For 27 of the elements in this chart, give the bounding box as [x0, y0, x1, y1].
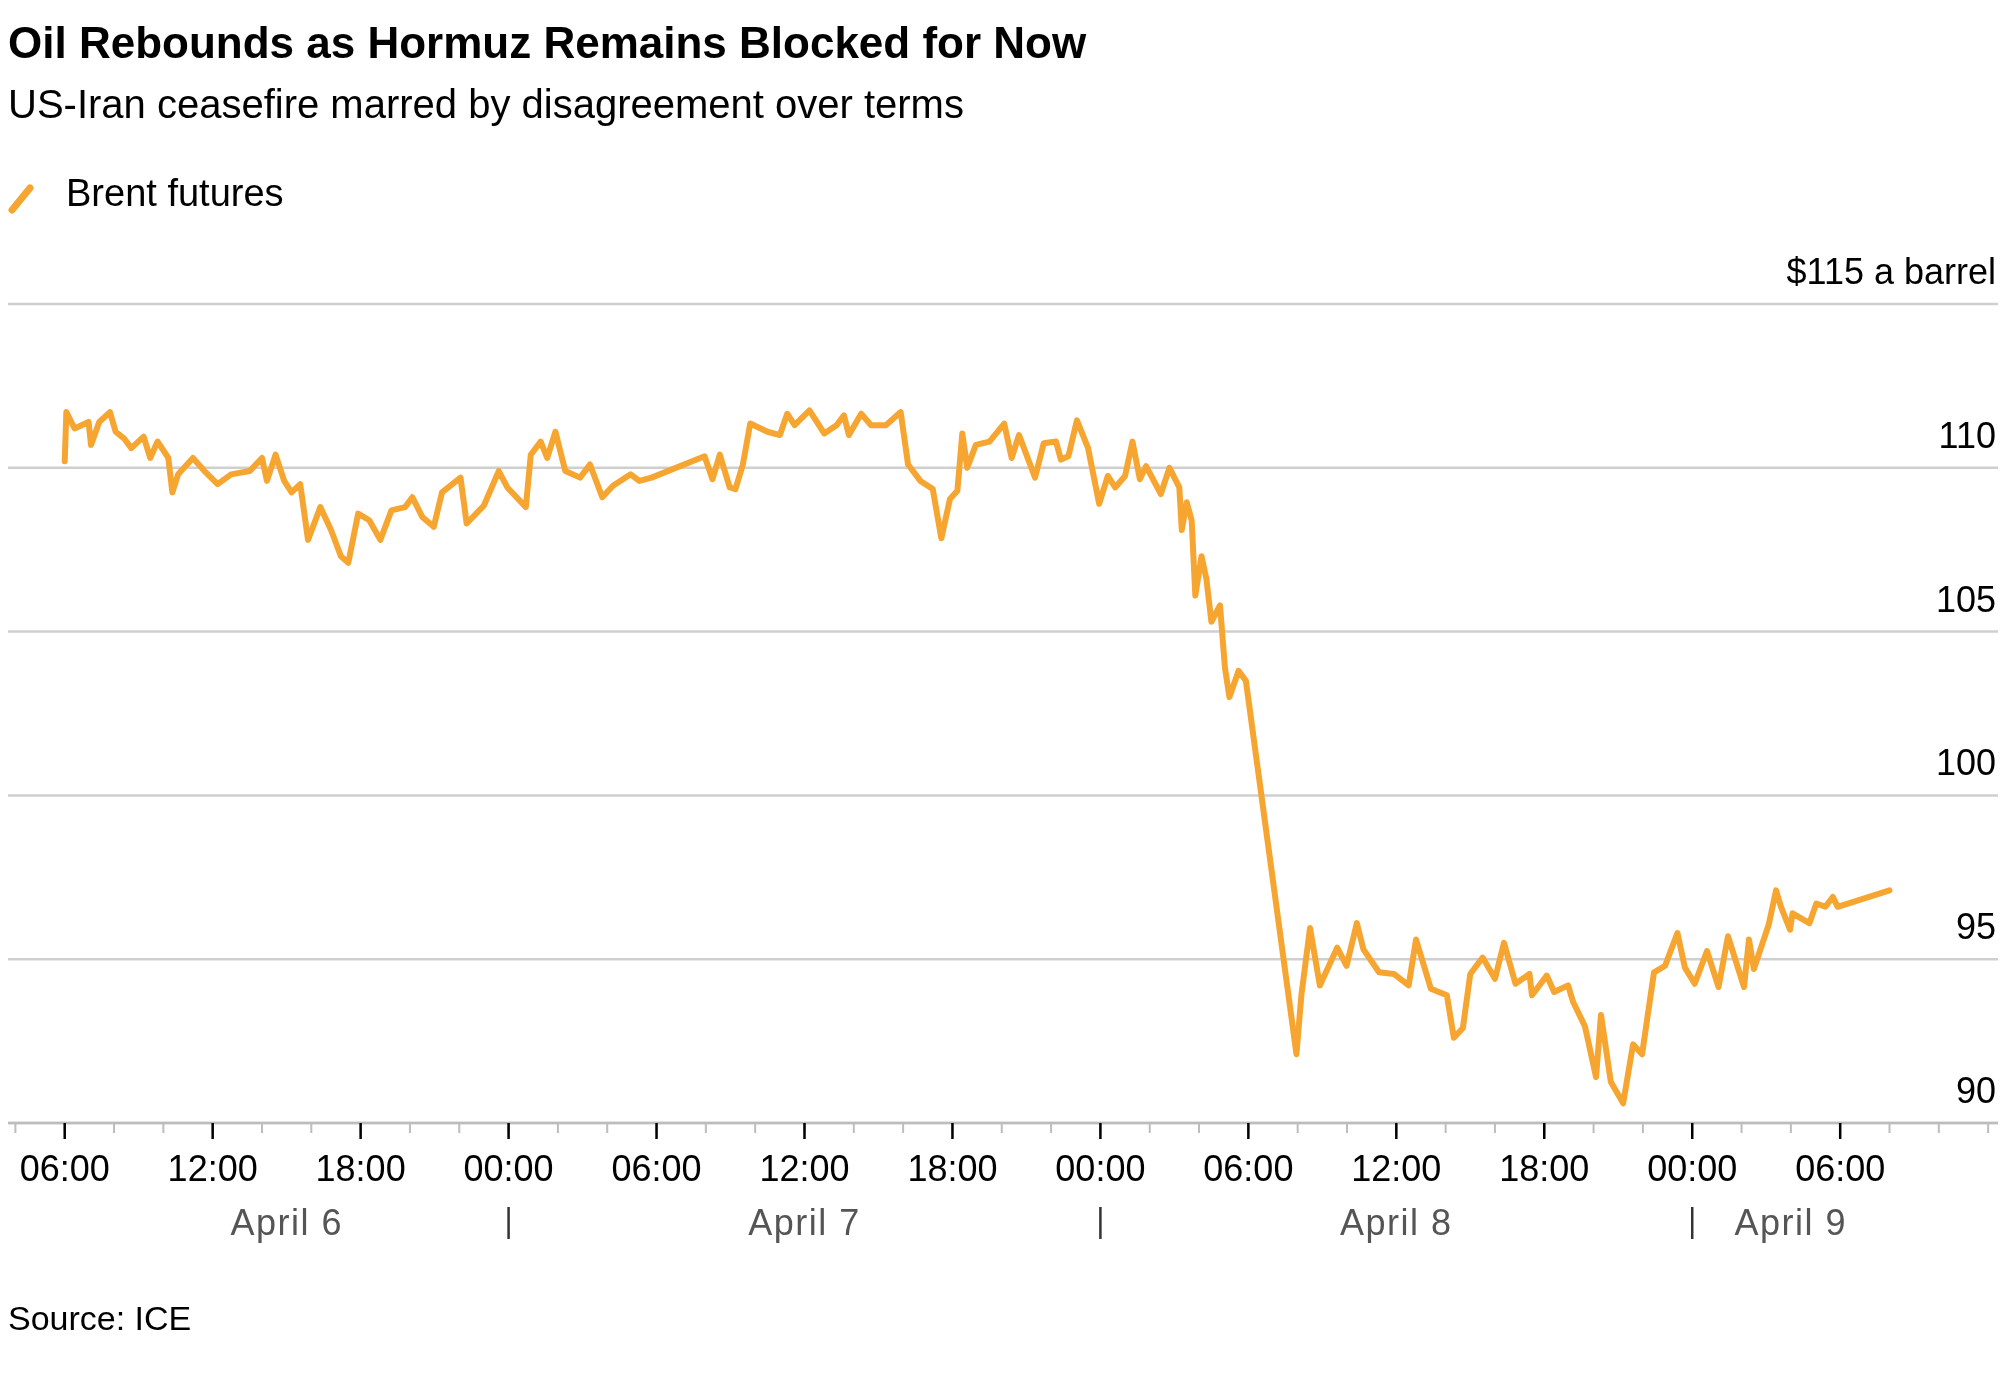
x-tick-label: 06:00 [19, 1148, 110, 1189]
x-tick-label: 06:00 [611, 1148, 702, 1189]
x-tick-label: 06:00 [1795, 1148, 1886, 1189]
x-tick-label: 12:00 [759, 1148, 850, 1189]
x-tick-label: 00:00 [1647, 1148, 1738, 1189]
y-tick-label: 100 [1935, 742, 1996, 784]
chart-title: Oil Rebounds as Hormuz Remains Blocked for Now [8, 18, 1087, 67]
x-tick-label: 00:00 [463, 1148, 554, 1189]
x-tick-label: 06:00 [1203, 1148, 1294, 1189]
x-tick-label: 12:00 [1351, 1148, 1442, 1189]
text: April 9 [1734, 1202, 1848, 1243]
y-tick-label: 90 [1955, 1070, 1996, 1111]
y-tick-label: 105 [1935, 578, 1996, 620]
source-note: Source: ICE [8, 1299, 192, 1337]
chart-subtitle: US-Iran ceasefire marred by disagreement over terms [8, 82, 964, 126]
x-tick-label: 00:00 [1055, 1148, 1146, 1189]
y-tick-label: $115 a barrel [1786, 251, 1996, 292]
text: April 6 [230, 1202, 343, 1243]
x-tick-label: 18:00 [907, 1148, 998, 1189]
y-tick-label: 95 [1955, 906, 1996, 948]
x-tick-label: 12:00 [167, 1148, 258, 1189]
x-tick-label: 18:00 [1499, 1148, 1590, 1189]
y-tick-label: 110 [1938, 414, 1996, 456]
text: April 8 [1340, 1202, 1453, 1243]
legend-label: Brent futures [66, 172, 284, 214]
text: April 7 [748, 1202, 861, 1243]
x-tick-label: 18:00 [315, 1148, 406, 1189]
